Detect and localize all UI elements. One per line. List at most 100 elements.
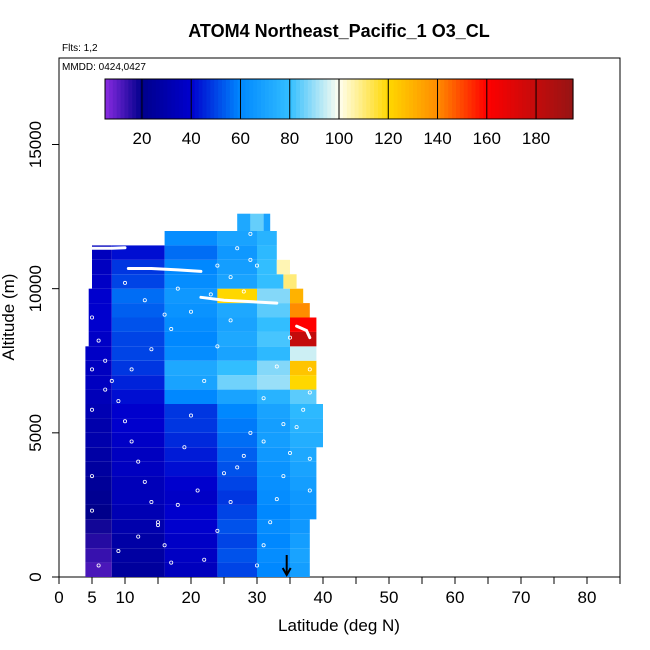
colorbar-swatch: [467, 79, 473, 119]
heatmap-cell: [111, 562, 165, 577]
heatmap-cell: [257, 274, 284, 289]
heatmap-cell: [88, 331, 112, 347]
heatmap-cell: [85, 346, 112, 361]
heatmap-cell: [85, 504, 112, 520]
sample-point: [248, 430, 253, 435]
heatmap-cell: [217, 533, 257, 549]
sample-point: [175, 286, 180, 291]
colorbar-swatch: [120, 79, 126, 119]
colorbar-swatch: [393, 79, 399, 119]
sample-point: [228, 275, 233, 280]
sample-point: [228, 500, 233, 505]
colorbar-swatch: [537, 79, 543, 119]
colorbar-swatch: [222, 79, 227, 119]
colorbar-swatch: [397, 79, 402, 119]
colorbar-swatch: [190, 79, 196, 119]
sample-point: [281, 422, 286, 427]
x-tick-label: 0: [54, 588, 63, 607]
sample-point: [241, 289, 246, 294]
heatmap-cell: [290, 461, 317, 477]
sample-point: [149, 347, 154, 352]
heatmap-cell: [164, 548, 218, 563]
heatmap-cell: [92, 259, 112, 275]
sample-point: [307, 456, 312, 461]
heatmap-cell: [257, 461, 290, 477]
colorbar-swatch: [214, 79, 219, 119]
colorbar-swatch: [303, 79, 309, 119]
colorbar-swatch: [311, 79, 317, 119]
colorbar-swatch: [510, 79, 516, 119]
heatmap-cell: [290, 432, 323, 448]
heatmap-cell: [290, 447, 317, 462]
heatmap-cell: [257, 519, 290, 534]
sample-point: [215, 528, 220, 533]
colorbar-swatch: [136, 79, 141, 119]
colorbar-swatch: [561, 79, 566, 119]
colorbar-swatch: [159, 79, 165, 119]
heatmap-cell: [257, 303, 290, 318]
heatmap-cell: [111, 288, 165, 304]
sample-points: [90, 231, 312, 568]
heatmap-cell: [92, 274, 112, 289]
heatmap-cell: [237, 213, 251, 231]
sample-point: [175, 502, 180, 507]
colorbar-swatch: [565, 79, 570, 119]
colorbar-swatch: [428, 79, 434, 119]
sample-point: [116, 549, 121, 554]
sample-point: [162, 543, 167, 548]
heatmap-cell: [290, 331, 317, 347]
colorbar-swatch: [116, 79, 122, 119]
colorbar-swatch: [432, 79, 438, 119]
y-tick-label: 0: [26, 572, 45, 581]
heatmap-cell: [217, 490, 257, 505]
heatmap-cell: [257, 548, 290, 563]
heatmap-cell: [85, 461, 112, 477]
colorbar-swatch: [518, 79, 523, 119]
heatmap-cell: [85, 490, 112, 505]
heatmap-cell: [111, 389, 165, 404]
heatmap-cell: [88, 288, 112, 304]
sample-point: [294, 425, 299, 430]
colorbar-swatch: [124, 79, 129, 119]
heatmap-cell: [85, 562, 112, 577]
colorbar-swatch: [210, 79, 215, 119]
heatmap-cell: [111, 432, 165, 448]
sample-point: [301, 407, 306, 412]
colorbar-swatch: [315, 79, 321, 119]
heatmap-cell: [257, 490, 290, 505]
heatmap-cell: [290, 375, 317, 390]
colorbar-swatch: [105, 79, 110, 119]
heatmap-cell: [164, 288, 218, 304]
colorbar-swatch: [151, 79, 157, 119]
colorbar-swatch: [424, 79, 430, 119]
sample-point: [162, 312, 167, 317]
heatmap-cell: [111, 490, 165, 505]
colorbar-tick-label: 60: [231, 129, 250, 148]
sample-point: [182, 445, 187, 450]
heatmap-cell: [217, 245, 257, 260]
sample-point: [261, 396, 266, 401]
heatmap-cell: [164, 389, 218, 404]
colorbar-swatch: [292, 79, 297, 119]
colorbar-swatch: [491, 79, 496, 119]
flight-track: [126, 266, 203, 273]
heatmap-cell: [111, 447, 165, 462]
colorbar-swatch: [346, 79, 352, 119]
heatmap-cell: [85, 533, 112, 549]
heatmap-cell: [290, 360, 317, 376]
colorbar-swatch: [374, 79, 379, 119]
heatmap-cell: [111, 476, 165, 491]
colorbar-swatch: [463, 79, 469, 119]
heatmap-cell: [290, 288, 304, 304]
heatmap-cell: [111, 418, 165, 433]
colorbar-swatch: [163, 79, 168, 119]
colorbar-swatch: [553, 79, 558, 119]
heatmap-cell: [257, 259, 277, 275]
sample-point: [123, 280, 128, 285]
sample-point: [215, 344, 220, 349]
heatmap-cell: [217, 375, 257, 390]
heatmap-cell: [164, 562, 218, 577]
heatmap-cell: [257, 331, 290, 347]
colorbar-swatch: [261, 79, 266, 119]
sample-point: [221, 471, 226, 476]
